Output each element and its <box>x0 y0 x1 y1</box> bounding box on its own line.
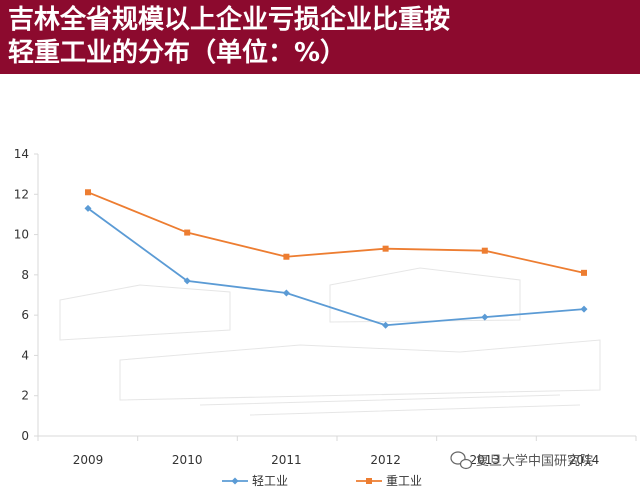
y-tick-label: 12 <box>14 187 29 201</box>
y-tick-label: 0 <box>21 429 29 443</box>
y-tick-label: 6 <box>21 308 29 322</box>
series-line <box>87 191 585 274</box>
data-point <box>183 277 191 285</box>
data-point <box>84 204 92 212</box>
x-tick-label: 2011 <box>271 453 302 467</box>
data-point <box>581 269 587 276</box>
data-point <box>382 321 390 329</box>
y-tick-label: 14 <box>14 147 29 161</box>
y-tick-label: 2 <box>21 389 29 403</box>
x-tick-label: 2013 <box>470 453 501 467</box>
x-tick-label: 2014 <box>569 453 600 467</box>
legend-marker <box>231 477 239 485</box>
series-line <box>87 207 585 327</box>
x-tick-label: 2009 <box>73 453 104 467</box>
data-point <box>85 189 91 196</box>
data-point <box>580 305 588 313</box>
legend-marker <box>366 478 372 484</box>
y-tick-label: 8 <box>21 268 29 282</box>
watermark-text: 复旦大学中国研究院 <box>476 453 593 469</box>
watermark: 复旦大学中国研究院 <box>450 451 593 470</box>
page-title: 吉林全省规模以上企业亏损企业比重按 轻重工业的分布（单位：%） <box>8 5 451 68</box>
legend-label: 重工业 <box>386 474 422 488</box>
data-point <box>184 229 191 236</box>
sketch-roof <box>59 284 231 341</box>
data-point <box>481 313 489 321</box>
data-point <box>481 247 488 254</box>
data-point <box>283 253 290 260</box>
legend-item: 轻工业 <box>222 474 288 488</box>
data-point <box>382 245 389 252</box>
legend-label: 轻工业 <box>252 474 288 488</box>
chart-axes: 0 2 4 6 8 10 12 14 2009 2010 2011 2012 2013 2014 <box>14 147 637 467</box>
y-tick-label: 10 <box>14 228 29 242</box>
chart-series <box>84 189 588 329</box>
legend-item: 重工业 <box>356 474 422 488</box>
series-heavy-industry <box>85 189 587 276</box>
x-tick-label: 2012 <box>370 453 401 467</box>
chart-legend: 轻工业 重工业 <box>222 474 422 488</box>
background-building-sketch <box>59 267 601 416</box>
wechat-icon <box>450 451 473 470</box>
sketch-wall <box>119 339 601 401</box>
sketch-lines <box>199 394 581 416</box>
data-point <box>282 289 290 297</box>
y-tick-label: 4 <box>21 348 29 362</box>
x-tick-label: 2010 <box>172 453 203 467</box>
sketch-roof <box>329 267 521 323</box>
title-banner: 吉林全省规模以上企业亏损企业比重按 轻重工业的分布（单位：%） <box>0 0 640 74</box>
series-light-industry <box>84 204 588 329</box>
